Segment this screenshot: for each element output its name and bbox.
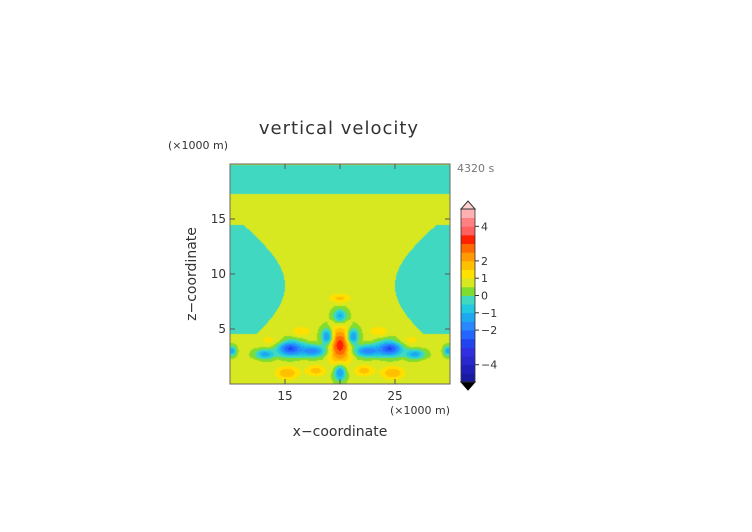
colorbar-swatch bbox=[461, 321, 475, 331]
x-tick-label: 20 bbox=[332, 389, 347, 403]
colorbar-swatch bbox=[461, 217, 475, 227]
colorbar-swatch bbox=[461, 312, 475, 322]
colorbar-tick-label: 4 bbox=[481, 220, 488, 233]
colorbar-swatch bbox=[461, 252, 475, 262]
y-unit-label: (×1000 m) bbox=[168, 139, 228, 152]
colorbar-swatch bbox=[461, 364, 475, 374]
colorbar-tick-label: −1 bbox=[481, 307, 497, 320]
y-tick-label: 10 bbox=[211, 267, 226, 281]
colorbar-swatch bbox=[461, 286, 475, 296]
colorbar: −4 −2 −1 0 1 2 4 bbox=[459, 200, 497, 391]
y-tick-label: 15 bbox=[211, 212, 226, 226]
colorbar-tick-label: 0 bbox=[481, 290, 488, 303]
colorbar-swatch bbox=[461, 295, 475, 305]
colorbar-swatch bbox=[461, 356, 475, 366]
colorbar-swatch bbox=[461, 347, 475, 357]
colorbar-swatch bbox=[461, 373, 475, 383]
colorbar-swatch bbox=[461, 269, 475, 279]
colorbar-swatch bbox=[461, 338, 475, 348]
colorbar-tick-label: −4 bbox=[481, 359, 497, 372]
colorbar-tick-label: −2 bbox=[481, 324, 497, 337]
x-tick-label: 25 bbox=[387, 389, 402, 403]
chart-title: vertical velocity bbox=[259, 118, 419, 139]
y-axis: 5 10 15 bbox=[211, 212, 450, 336]
x-unit-label: (×1000 m) bbox=[390, 404, 450, 417]
y-axis-label: z−coordinate bbox=[184, 227, 200, 321]
colorbar-max-arrow bbox=[459, 200, 477, 210]
x-axis: 15 20 25 bbox=[277, 164, 403, 403]
colorbar-tick-label: 1 bbox=[481, 272, 488, 285]
colorbar-swatch bbox=[461, 304, 475, 314]
colorbar-swatch bbox=[461, 243, 475, 253]
colorbar-tick-label: 2 bbox=[481, 255, 488, 268]
colorbar-swatch bbox=[461, 330, 475, 340]
colorbar-swatch bbox=[461, 260, 475, 270]
colorbar-min-arrow bbox=[459, 381, 477, 391]
colorbar-swatch bbox=[461, 278, 475, 288]
colorbar-swatch bbox=[461, 209, 475, 219]
time-label: 4320 s bbox=[457, 162, 494, 175]
y-tick-label: 5 bbox=[218, 322, 226, 336]
x-tick-label: 15 bbox=[277, 389, 292, 403]
x-axis-label: x−coordinate bbox=[293, 424, 388, 440]
colorbar-swatch bbox=[461, 226, 475, 236]
heatmap-field bbox=[230, 164, 450, 384]
colorbar-swatch bbox=[461, 234, 475, 244]
